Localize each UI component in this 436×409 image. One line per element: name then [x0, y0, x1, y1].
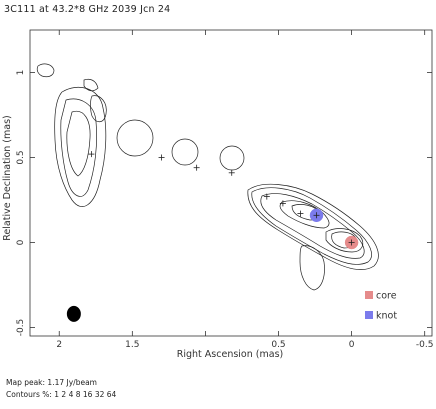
legend-swatch-core	[365, 291, 373, 299]
x-axis-label: Right Ascension (mas)	[177, 349, 283, 360]
legend-swatch-knot	[365, 311, 373, 319]
x-tick-label: 2	[56, 340, 62, 350]
y-tick-label: -0.5	[16, 319, 26, 337]
map-peak-note: Map peak: 1.17 Jy/beam	[6, 378, 97, 387]
legend-label-core: core	[376, 291, 397, 302]
x-tick-label: 1.5	[125, 340, 139, 350]
y-tick-label: 0	[16, 239, 26, 245]
contour-levels-note: Contours %: 1 2 4 8 16 32 64	[6, 390, 117, 399]
beam-ellipse	[66, 305, 81, 322]
y-tick-label: 0.5	[16, 150, 26, 164]
plot-frame	[29, 29, 433, 337]
chart-title: 3C111 at 43.2*8 GHz 2039 Jcn 24	[4, 4, 171, 15]
legend-label-knot: knot	[376, 311, 397, 322]
x-tick-label: 0.5	[271, 340, 285, 350]
contour-lines	[36, 63, 379, 291]
x-tick-label: -0.5	[416, 340, 434, 350]
x-tick-label: 0	[349, 340, 355, 350]
y-tick-label: 1	[16, 70, 26, 76]
y-axis-label: Relative Declination (mas)	[2, 115, 13, 241]
